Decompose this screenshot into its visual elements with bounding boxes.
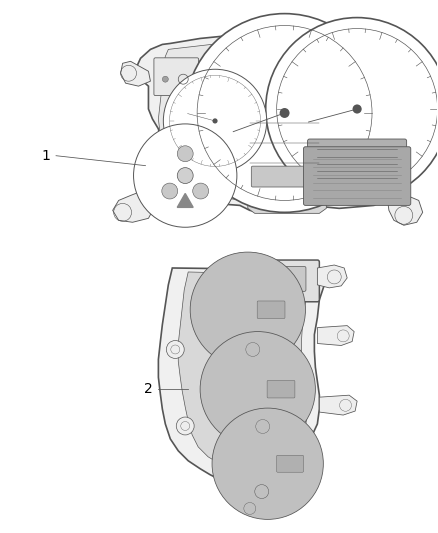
- Circle shape: [212, 118, 218, 124]
- Circle shape: [241, 337, 265, 361]
- FancyBboxPatch shape: [257, 301, 285, 319]
- Polygon shape: [120, 61, 150, 86]
- Polygon shape: [248, 198, 326, 213]
- Circle shape: [177, 146, 193, 161]
- Circle shape: [193, 183, 208, 199]
- Polygon shape: [177, 193, 193, 207]
- Polygon shape: [279, 29, 309, 42]
- Circle shape: [177, 168, 193, 183]
- Circle shape: [185, 14, 384, 212]
- FancyBboxPatch shape: [233, 266, 306, 292]
- Circle shape: [162, 183, 178, 199]
- Polygon shape: [387, 196, 423, 225]
- Circle shape: [279, 108, 290, 118]
- Polygon shape: [159, 42, 394, 203]
- Circle shape: [134, 124, 237, 227]
- Polygon shape: [159, 268, 329, 481]
- Text: 1: 1: [42, 149, 50, 163]
- Circle shape: [245, 307, 251, 312]
- Polygon shape: [318, 326, 354, 345]
- Polygon shape: [318, 265, 347, 288]
- Circle shape: [251, 415, 275, 439]
- Circle shape: [206, 337, 309, 441]
- Circle shape: [353, 104, 362, 114]
- Circle shape: [266, 18, 438, 200]
- Circle shape: [212, 408, 323, 519]
- FancyBboxPatch shape: [304, 147, 411, 205]
- Circle shape: [218, 414, 318, 513]
- Circle shape: [163, 69, 267, 173]
- FancyBboxPatch shape: [226, 260, 319, 302]
- Circle shape: [190, 252, 305, 367]
- Circle shape: [255, 386, 260, 392]
- Circle shape: [283, 176, 296, 189]
- Polygon shape: [178, 272, 311, 466]
- FancyBboxPatch shape: [277, 455, 304, 472]
- Polygon shape: [240, 477, 285, 505]
- Circle shape: [166, 341, 184, 358]
- Circle shape: [196, 258, 300, 361]
- Circle shape: [162, 76, 168, 82]
- FancyBboxPatch shape: [267, 381, 295, 398]
- Polygon shape: [135, 34, 429, 212]
- Polygon shape: [113, 189, 155, 222]
- Circle shape: [200, 332, 315, 447]
- Circle shape: [176, 417, 194, 435]
- FancyBboxPatch shape: [307, 139, 406, 184]
- Circle shape: [265, 461, 270, 466]
- Polygon shape: [319, 395, 357, 415]
- FancyBboxPatch shape: [251, 166, 318, 187]
- FancyBboxPatch shape: [154, 58, 198, 95]
- Text: 2: 2: [144, 382, 153, 396]
